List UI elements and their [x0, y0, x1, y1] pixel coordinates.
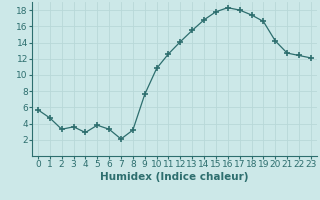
X-axis label: Humidex (Indice chaleur): Humidex (Indice chaleur) [100, 172, 249, 182]
